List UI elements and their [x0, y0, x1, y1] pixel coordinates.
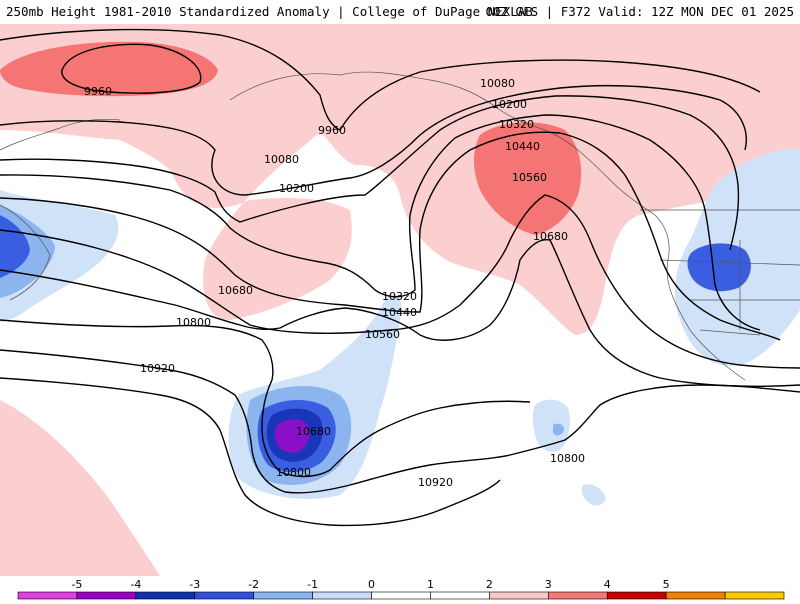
- colorbar-boxes: [17, 591, 785, 600]
- colorbar-tick-label: 1: [427, 578, 434, 591]
- contour-label: 10800: [550, 452, 585, 465]
- canada-coastline: [544, 129, 746, 381]
- colorbar-tick-label: -4: [130, 578, 141, 591]
- us-border-lines: [640, 209, 800, 336]
- contour-label: 10080: [480, 77, 515, 90]
- colorbar-segment: [253, 591, 313, 600]
- contour-line: [0, 95, 740, 251]
- colorbar-segment: [371, 591, 431, 600]
- negative-anomaly-small-pacific: [581, 484, 606, 506]
- alaska-coastline: [229, 71, 546, 131]
- contour-line: [0, 131, 781, 341]
- anomaly-map: 9960 9960 10080 10200 10320 10440 10560 …: [0, 24, 800, 576]
- colorbar-segment: [430, 591, 490, 600]
- colorbar-segment: [312, 591, 372, 600]
- map-header: 250mb Height 1981-2010 Standardized Anom…: [0, 0, 800, 24]
- positive-anomaly-shading: [0, 24, 800, 576]
- colorbar-segment: [135, 591, 196, 600]
- contour-label: 10800: [176, 316, 211, 329]
- negative-anomaly-shading: [0, 149, 800, 506]
- contour-label: 10680: [533, 230, 568, 243]
- contour-line: [0, 114, 761, 331]
- colorbar-segment: [606, 591, 667, 600]
- colorbar-tick-label: -5: [71, 578, 82, 591]
- colorbar-tick-label: 0: [368, 578, 375, 591]
- contour-label: 10200: [279, 182, 314, 195]
- contour-label: 10320: [499, 118, 534, 131]
- contour-labels: 9960 9960 10080 10200 10320 10440 10560 …: [84, 77, 585, 489]
- contour-label: 10560: [512, 171, 547, 184]
- colorbar-tick-label: 5: [663, 578, 670, 591]
- contour-line: [0, 194, 800, 369]
- negative-anomaly-extreme-central: [274, 419, 310, 453]
- negative-anomaly-light-pacific: [532, 399, 570, 452]
- negative-anomaly-moderate-pacific: [553, 423, 564, 436]
- siberia-coastline: [0, 118, 121, 151]
- colorbar-segment: [548, 591, 608, 600]
- contour-label: 10680: [218, 284, 253, 297]
- height-contours: [0, 28, 800, 527]
- positive-anomaly-light-region: [0, 24, 800, 335]
- contour-line: [0, 238, 800, 387]
- contour-label: 10800: [276, 466, 311, 479]
- map-title: 250mb Height 1981-2010 Standardized Anom…: [6, 4, 533, 19]
- contour-line: [0, 377, 501, 527]
- colorbar-tick-label: -3: [189, 578, 200, 591]
- positive-anomaly-moderate-aleutian: [0, 41, 218, 97]
- colorbar-segment: [489, 591, 549, 600]
- colorbar-segment: [194, 591, 254, 600]
- colorbar-segment: [665, 591, 726, 600]
- contour-label: 10680: [296, 425, 331, 438]
- contour-label: 10320: [382, 290, 417, 303]
- colorbar-tick-label: -2: [248, 578, 259, 591]
- positive-anomaly-southwest: [0, 400, 160, 576]
- contour-label: 9960: [84, 85, 112, 98]
- contour-label: 10920: [140, 362, 175, 375]
- contour-line: [0, 319, 531, 478]
- colorbar-tick-label: 2: [486, 578, 493, 591]
- colorbar-segment: [17, 591, 78, 600]
- colorbar-ticks: -5 -4 -3 -2 -1 0 1 2 3 4 5: [71, 578, 669, 591]
- contour-line: [61, 43, 202, 94]
- colorbar-tick-label: 3: [545, 578, 552, 591]
- contour-label: 10440: [382, 306, 417, 319]
- contour-label: 10920: [418, 476, 453, 489]
- negative-anomaly-moderate-east: [687, 243, 751, 292]
- contour-line: [0, 349, 800, 494]
- contour-label: 10080: [264, 153, 299, 166]
- contour-label: 9960: [318, 124, 346, 137]
- colorbar-segment: [76, 591, 137, 600]
- colorbar-tick-label: -1: [307, 578, 318, 591]
- colorbar-tick-label: 4: [604, 578, 611, 591]
- coastlines: [0, 71, 800, 381]
- contour-line: [0, 28, 761, 131]
- anomaly-colorbar: -5 -4 -3 -2 -1 0 1 2 3 4 5: [0, 576, 800, 600]
- colorbar-segment: [724, 591, 785, 600]
- contour-label: 10560: [365, 328, 400, 341]
- contour-line: [0, 84, 747, 196]
- contour-label: 10440: [505, 140, 540, 153]
- positive-anomaly-moderate-gulf: [474, 122, 582, 235]
- model-run-info: 00Z GFS | F372 Valid: 12Z MON DEC 01 202…: [485, 4, 794, 19]
- japan-coastline: [0, 204, 51, 301]
- contour-label: 10200: [492, 98, 527, 111]
